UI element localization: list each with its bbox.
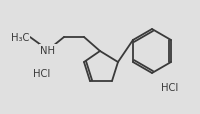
Text: H₃C: H₃C xyxy=(11,33,29,43)
Text: NH: NH xyxy=(40,46,55,56)
Text: HCl: HCl xyxy=(33,68,50,78)
Text: HCl: HCl xyxy=(161,82,178,92)
